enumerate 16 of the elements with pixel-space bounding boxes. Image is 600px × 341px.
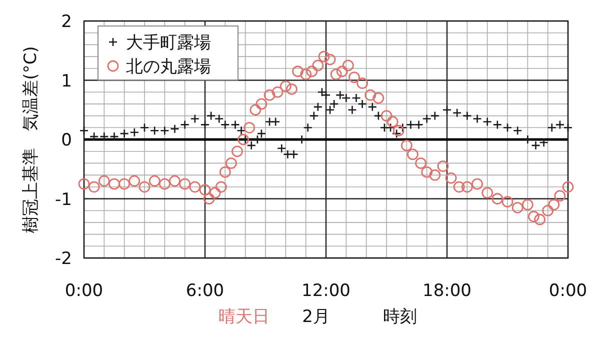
legend-label: 大手町露場: [126, 33, 211, 53]
legend-label: 北の丸露場: [126, 57, 211, 77]
x-tick-label: 18:00: [422, 281, 472, 301]
x-tick-label: 0:00: [548, 281, 588, 301]
text: 2月: [302, 307, 330, 327]
x-tick-label: 0:00: [64, 281, 104, 301]
y-tick-label: 2: [61, 12, 72, 32]
y-tick-label: -2: [55, 249, 72, 269]
x-axis-title: 時刻: [383, 307, 417, 327]
y-axis-title: 樹冠上基準 気温差(°C): [21, 46, 41, 233]
y-tick-label: 1: [61, 71, 72, 92]
y-tick-label: 0: [61, 130, 72, 150]
x-tick-label: 6:00: [186, 281, 224, 301]
text: 晴天日: [218, 307, 270, 327]
x-tick-label: 12:00: [302, 281, 350, 301]
y-tick-label: -1: [55, 190, 72, 210]
